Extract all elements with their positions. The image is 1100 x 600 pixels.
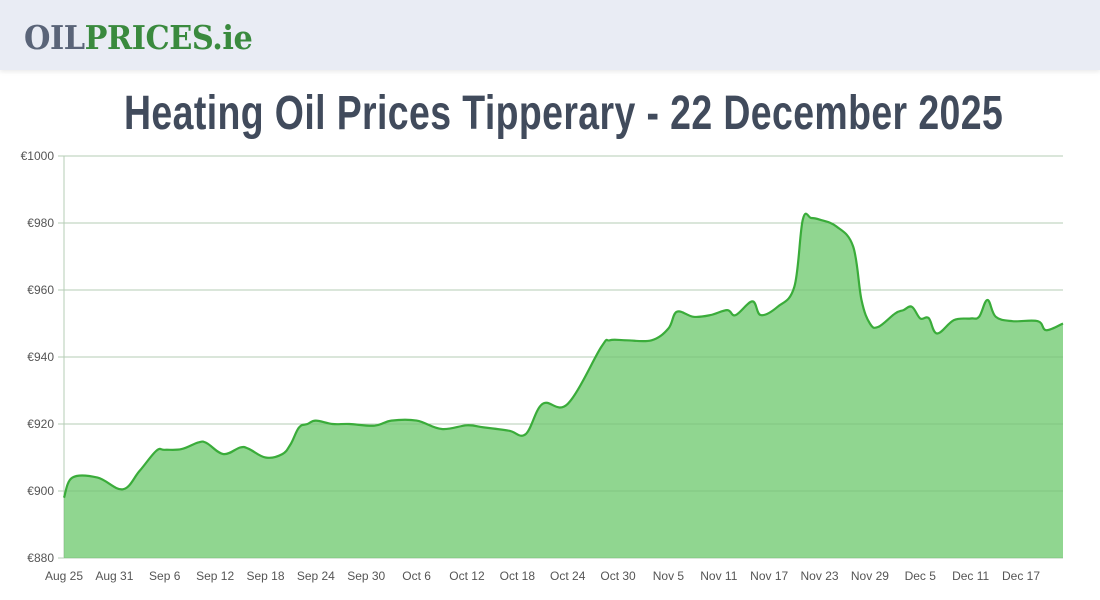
page-title: Heating Oil Prices Tipperary - 22 Decemb…	[0, 84, 1100, 144]
x-tick-label: Oct 30	[600, 569, 636, 583]
x-tick-label: Nov 29	[851, 569, 889, 583]
x-tick-label: Nov 23	[801, 569, 839, 583]
x-tick-label: Dec 5	[905, 569, 937, 583]
x-axis: Aug 25 Aug 31 Sep 6 Sep 12 Sep 18 Sep 24 Sep 3…	[45, 569, 1040, 583]
y-tick-label: €900	[27, 484, 54, 498]
x-tick-label: Oct 24	[550, 569, 586, 583]
logo-oil: OIL	[24, 18, 85, 57]
site-logo[interactable]: OILPRICES.ie	[24, 18, 253, 58]
page-title-text: Heating Oil Prices Tipperary - 22 Decemb…	[123, 87, 1004, 140]
y-tick-label: €980	[27, 216, 54, 230]
price-area	[64, 213, 1063, 558]
x-tick-label: Dec 17	[1002, 569, 1040, 583]
x-tick-label: Nov 5	[653, 569, 685, 583]
x-tick-label: Sep 6	[149, 569, 181, 583]
x-tick-label: Aug 25	[45, 569, 83, 583]
price-line	[62, 212, 1064, 499]
x-tick-label: Sep 18	[246, 569, 284, 583]
x-tick-label: Sep 24	[297, 569, 335, 583]
y-tick-label: €940	[27, 350, 54, 364]
site-header: OILPRICES.ie	[0, 0, 1100, 70]
y-axis: €880 €900 €920 €940 €960 €980 €1000	[21, 149, 55, 565]
y-tick-label: €920	[27, 417, 54, 431]
x-tick-label: Nov 11	[700, 569, 737, 583]
x-tick-label: Oct 6	[402, 569, 431, 583]
chart-gridlines-overlay	[58, 155, 1063, 559]
x-tick-label: Nov 17	[750, 569, 788, 583]
logo-prices-ie: PRICES.ie	[84, 18, 253, 57]
y-tick-label: €960	[27, 283, 54, 297]
x-tick-label: Sep 30	[347, 569, 385, 583]
y-tick-label: €880	[27, 551, 54, 565]
x-tick-label: Dec 11	[952, 569, 989, 583]
x-tick-label: Sep 12	[196, 569, 234, 583]
x-tick-label: Aug 31	[95, 569, 133, 583]
x-tick-label: Oct 12	[449, 569, 485, 583]
y-tick-label: €1000	[21, 149, 55, 163]
x-tick-label: Oct 18	[500, 569, 536, 583]
